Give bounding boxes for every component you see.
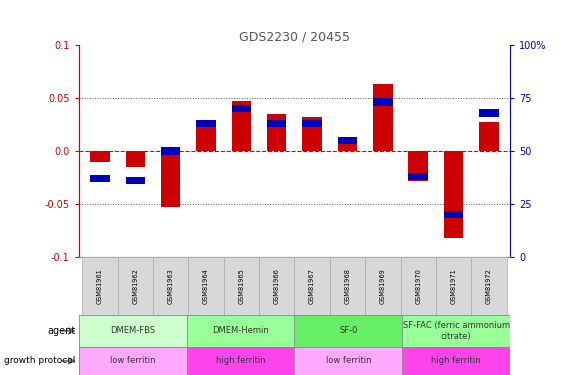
Bar xyxy=(90,151,110,162)
Bar xyxy=(125,177,145,184)
Bar xyxy=(196,120,216,127)
Bar xyxy=(259,257,294,315)
Bar xyxy=(409,151,428,181)
Bar xyxy=(303,120,322,127)
Bar xyxy=(294,257,330,315)
Text: GSM81970: GSM81970 xyxy=(415,268,421,304)
Text: GSM81969: GSM81969 xyxy=(380,268,386,304)
Bar xyxy=(231,101,251,151)
Bar xyxy=(338,138,357,151)
Bar xyxy=(79,347,187,375)
Bar xyxy=(401,257,436,315)
Bar xyxy=(402,347,510,375)
Bar xyxy=(161,147,180,154)
Bar xyxy=(365,257,401,315)
Text: GSM81962: GSM81962 xyxy=(132,268,138,304)
Bar xyxy=(330,257,365,315)
Text: GSM81965: GSM81965 xyxy=(238,268,244,304)
Text: agent: agent xyxy=(48,326,76,336)
Bar xyxy=(161,151,180,207)
Title: GDS2230 / 20455: GDS2230 / 20455 xyxy=(239,31,350,44)
Bar xyxy=(125,151,145,167)
Text: GSM81968: GSM81968 xyxy=(345,268,350,304)
Text: GSM81966: GSM81966 xyxy=(274,268,280,304)
Bar xyxy=(471,257,507,315)
Bar xyxy=(373,99,392,106)
Bar xyxy=(479,122,498,151)
Bar xyxy=(267,114,286,151)
Text: GSM81972: GSM81972 xyxy=(486,268,492,304)
Text: growth protocol: growth protocol xyxy=(5,356,76,365)
Bar xyxy=(373,84,392,151)
Text: GSM81964: GSM81964 xyxy=(203,268,209,304)
Bar xyxy=(187,347,294,375)
Bar xyxy=(303,117,322,151)
Bar xyxy=(402,315,510,347)
Bar xyxy=(294,315,402,347)
Bar xyxy=(231,105,251,112)
Bar xyxy=(444,211,463,218)
Bar xyxy=(79,315,187,347)
Text: high ferritin: high ferritin xyxy=(216,356,265,365)
Text: GSM81967: GSM81967 xyxy=(309,268,315,304)
Bar xyxy=(153,257,188,315)
Bar xyxy=(436,257,471,315)
Text: low ferritin: low ferritin xyxy=(110,356,156,365)
Bar xyxy=(444,151,463,238)
Bar xyxy=(188,257,224,315)
Bar xyxy=(82,257,118,315)
Bar xyxy=(479,109,498,117)
Text: GSM81963: GSM81963 xyxy=(168,268,174,304)
Bar xyxy=(294,347,402,375)
Text: GSM81971: GSM81971 xyxy=(451,268,456,304)
Bar xyxy=(118,257,153,315)
Text: low ferritin: low ferritin xyxy=(325,356,371,365)
Text: SF-FAC (ferric ammonium
citrate): SF-FAC (ferric ammonium citrate) xyxy=(403,321,510,340)
Bar xyxy=(409,172,428,180)
Text: high ferritin: high ferritin xyxy=(431,356,481,365)
Bar xyxy=(196,124,216,151)
Text: GSM81961: GSM81961 xyxy=(97,268,103,304)
Bar xyxy=(224,257,259,315)
Text: DMEM-Hemin: DMEM-Hemin xyxy=(212,326,269,335)
Text: SF-0: SF-0 xyxy=(339,326,357,335)
Bar xyxy=(267,120,286,127)
Bar xyxy=(187,315,294,347)
Text: DMEM-FBS: DMEM-FBS xyxy=(110,326,155,335)
Bar xyxy=(90,175,110,182)
Bar xyxy=(338,136,357,144)
